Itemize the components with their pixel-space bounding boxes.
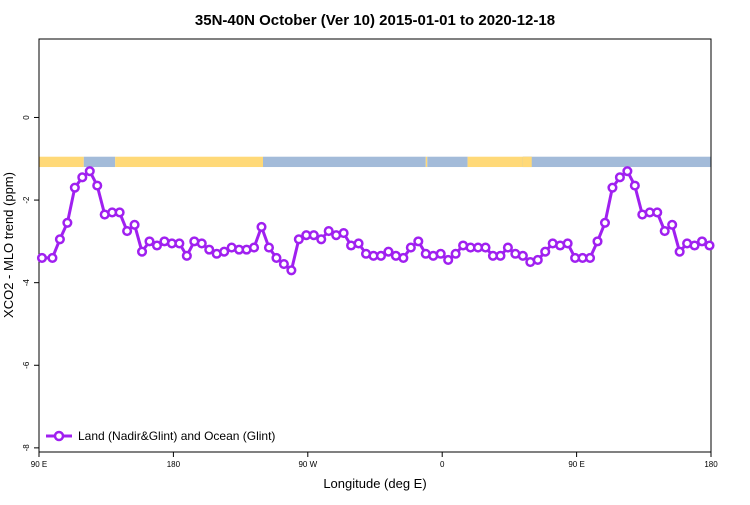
data-point	[278, 259, 289, 270]
data-point	[383, 246, 394, 257]
data-point	[136, 246, 148, 257]
legend: Land (Nadir&Glint) and Ocean (Glint)	[46, 429, 275, 443]
data-point	[308, 230, 319, 241]
data-point	[629, 180, 640, 191]
band-segment-ocean	[83, 156, 116, 168]
data-point	[338, 228, 349, 239]
data-point	[435, 248, 446, 259]
data-point	[92, 180, 103, 191]
data-point	[77, 172, 88, 183]
y-tick-label: -6	[22, 361, 31, 369]
data-point	[323, 225, 334, 237]
series-layer	[36, 166, 715, 276]
y-tick-label: -2	[22, 196, 31, 204]
data-point	[532, 254, 543, 266]
x-tick-label: 90 E	[568, 460, 584, 469]
data-point	[375, 250, 387, 261]
legend-marker	[53, 430, 65, 442]
band-segment-land	[467, 156, 532, 168]
y-tick-label: -4	[22, 279, 31, 287]
data-point	[443, 254, 454, 266]
data-point	[592, 236, 603, 247]
data-point	[62, 217, 73, 228]
data-point	[151, 240, 163, 251]
data-point	[704, 240, 715, 251]
data-point	[622, 166, 633, 177]
data-point	[696, 236, 708, 247]
data-point	[129, 219, 140, 230]
data-point	[293, 234, 304, 245]
data-point	[181, 250, 192, 261]
data-point	[599, 217, 611, 228]
data-point	[413, 236, 424, 247]
data-point	[263, 242, 275, 253]
x-axis-label: Longitude (deg E)	[323, 476, 426, 491]
data-point	[174, 238, 185, 249]
data-point	[450, 248, 461, 259]
x-tick-label: 0	[440, 460, 445, 469]
data-point	[480, 242, 491, 253]
data-point	[54, 234, 65, 245]
data-point	[540, 246, 551, 257]
data-point	[122, 225, 133, 237]
data-point	[256, 221, 267, 232]
data-point	[495, 250, 506, 261]
data-point	[84, 166, 95, 177]
band-segment-land	[39, 156, 84, 168]
x-tick-label: 90 E	[31, 460, 47, 469]
data-point	[398, 252, 409, 263]
data-point	[517, 250, 528, 261]
data-point	[584, 252, 596, 263]
data-point	[271, 252, 282, 263]
y-tick-label: -8	[22, 444, 31, 452]
x-tick-label: 180	[704, 460, 718, 469]
data-point	[204, 244, 215, 255]
data-point	[219, 246, 230, 257]
legend-label: Land (Nadir&Glint) and Ocean (Glint)	[78, 429, 275, 443]
data-point	[614, 172, 625, 183]
data-point	[652, 207, 663, 218]
data-point	[353, 238, 364, 249]
data-point	[286, 265, 297, 276]
band-segment-land	[522, 156, 532, 168]
y-axis-label: XCO2 - MLO trend (ppm)	[1, 172, 16, 318]
data-point	[689, 240, 700, 251]
x-axis: 90 E 180 90 W 0 90 E 180	[31, 452, 718, 469]
data-point	[607, 182, 618, 193]
data-point	[674, 246, 685, 257]
data-point	[562, 238, 573, 249]
data-point	[405, 242, 416, 253]
band-segment-ocean	[263, 156, 426, 168]
data-point	[69, 182, 80, 193]
data-point	[47, 252, 58, 263]
data-point	[196, 238, 207, 249]
band-segment-land	[425, 156, 428, 168]
data-point	[114, 207, 125, 218]
band-segment-ocean	[531, 156, 711, 168]
data-point	[659, 225, 670, 237]
surface-band	[39, 156, 711, 168]
data-point	[144, 236, 155, 247]
data-point	[248, 242, 260, 253]
data-point	[667, 219, 678, 230]
x-tick-label: 180	[167, 460, 181, 469]
x-tick-label: 90 W	[298, 460, 317, 469]
data-point	[36, 252, 48, 263]
y-axis: 0 -2 -4 -6 -8	[22, 115, 39, 452]
band-segment-ocean	[427, 156, 468, 168]
data-point	[502, 242, 513, 253]
y-tick-label: 0	[22, 115, 31, 120]
data-point	[316, 234, 327, 245]
band-segment-land	[115, 156, 263, 168]
chart-title: 35N-40N October (Ver 10) 2015-01-01 to 2…	[195, 12, 555, 29]
